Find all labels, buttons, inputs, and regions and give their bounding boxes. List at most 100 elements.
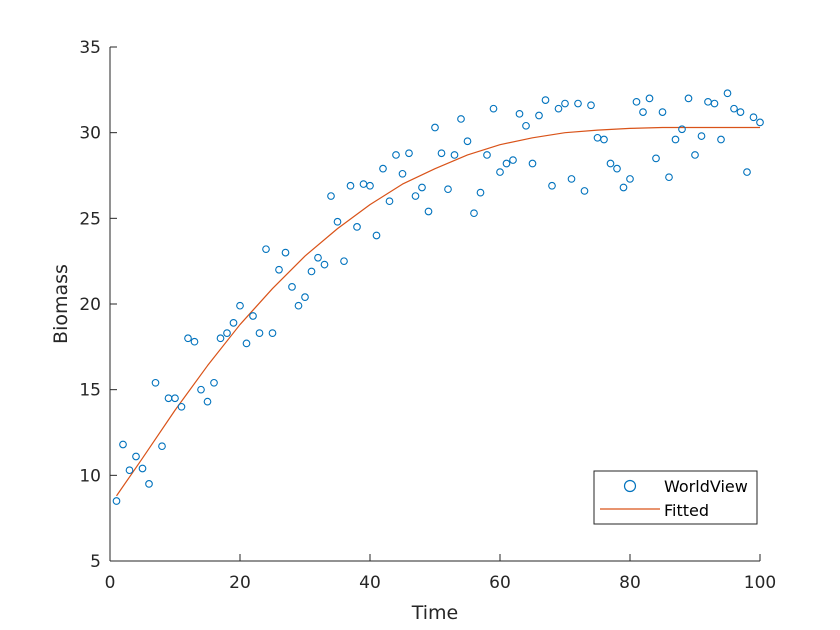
x-tick-label: 20 (229, 573, 251, 593)
data-point (151, 378, 160, 387)
data-point (671, 135, 680, 144)
data-point (255, 329, 264, 337)
data-point (392, 151, 400, 159)
data-point (437, 149, 446, 158)
data-point (749, 113, 758, 122)
data-point (327, 192, 335, 200)
data-point (301, 293, 309, 302)
data-point (587, 101, 595, 110)
data-point (275, 265, 283, 274)
data-point (450, 151, 459, 159)
data-point (268, 329, 277, 337)
data-point (431, 123, 439, 132)
data-point (359, 180, 368, 188)
data-point (593, 133, 602, 142)
x-tick-label: 40 (359, 573, 381, 593)
data-point (210, 378, 218, 387)
y-tick-label: 35 (79, 38, 101, 58)
data-point (138, 464, 147, 473)
data-point (639, 108, 647, 116)
data-point (184, 334, 192, 343)
data-point (216, 334, 225, 343)
data-point (626, 175, 634, 183)
data-point (457, 115, 465, 123)
data-point (307, 267, 316, 276)
y-tick-label: 25 (79, 209, 101, 229)
data-point (567, 175, 576, 183)
legend-label-worldview: WorldView (664, 477, 748, 496)
data-point (158, 442, 166, 451)
data-point (333, 217, 342, 226)
data-point (190, 337, 199, 346)
fitted-line (116, 126, 760, 497)
data-point (405, 149, 413, 158)
data-point (418, 183, 426, 192)
data-point (262, 245, 270, 254)
data-point (203, 397, 212, 406)
y-tick-label: 10 (79, 466, 101, 486)
data-point (229, 319, 238, 327)
data-point (697, 132, 706, 140)
x-tick-label: 80 (619, 573, 641, 593)
data-point (743, 168, 751, 176)
data-point (470, 209, 478, 218)
data-point (528, 159, 537, 168)
data-point (483, 151, 491, 159)
data-point (613, 164, 621, 173)
y-tick-label: 5 (90, 552, 101, 572)
data-point (606, 159, 615, 168)
x-tick-label: 0 (105, 573, 116, 593)
data-point (353, 223, 361, 231)
data-point (314, 253, 322, 262)
data-point (236, 301, 244, 310)
data-point (548, 181, 556, 190)
data-point (756, 118, 764, 127)
data-point (710, 99, 719, 108)
data-markers-layer (112, 89, 764, 505)
data-point (385, 197, 394, 206)
data-point (535, 111, 543, 120)
data-point (632, 97, 641, 106)
data-point (736, 108, 745, 116)
data-point (132, 452, 140, 461)
data-point (717, 135, 725, 144)
data-point (177, 402, 186, 411)
x-tick-label: 60 (489, 573, 511, 593)
data-point (489, 104, 498, 113)
data-point (496, 168, 504, 176)
x-tick-label: 100 (744, 573, 776, 593)
data-point (145, 480, 153, 488)
data-point (691, 151, 699, 159)
data-point (684, 94, 693, 103)
data-point (398, 169, 407, 178)
data-point (554, 104, 563, 113)
data-point (645, 94, 654, 103)
data-point (379, 164, 387, 173)
data-point (730, 104, 738, 113)
data-point (515, 109, 524, 118)
legend-label-fitted: Fitted (664, 501, 709, 520)
data-point (541, 96, 550, 104)
data-point (242, 339, 251, 348)
data-point (112, 497, 121, 505)
data-point (704, 97, 712, 106)
fitted-curve-layer (116, 126, 760, 497)
y-tick-label: 20 (79, 295, 101, 315)
data-point (658, 108, 667, 116)
data-point (164, 394, 173, 403)
data-point (723, 89, 732, 98)
data-point (509, 156, 517, 164)
data-point (249, 312, 257, 320)
data-point (171, 394, 179, 403)
data-point (197, 385, 205, 394)
data-point (346, 181, 355, 190)
y-tick-label: 15 (79, 381, 101, 401)
data-point (678, 125, 686, 134)
legend-marker-worldview (623, 479, 637, 493)
data-point (600, 135, 608, 144)
legend-box (593, 470, 758, 525)
data-point (574, 99, 582, 108)
axes: 0 20 40 60 80 100 5 10 15 20 25 30 35 (79, 38, 776, 593)
data-point (619, 183, 628, 192)
